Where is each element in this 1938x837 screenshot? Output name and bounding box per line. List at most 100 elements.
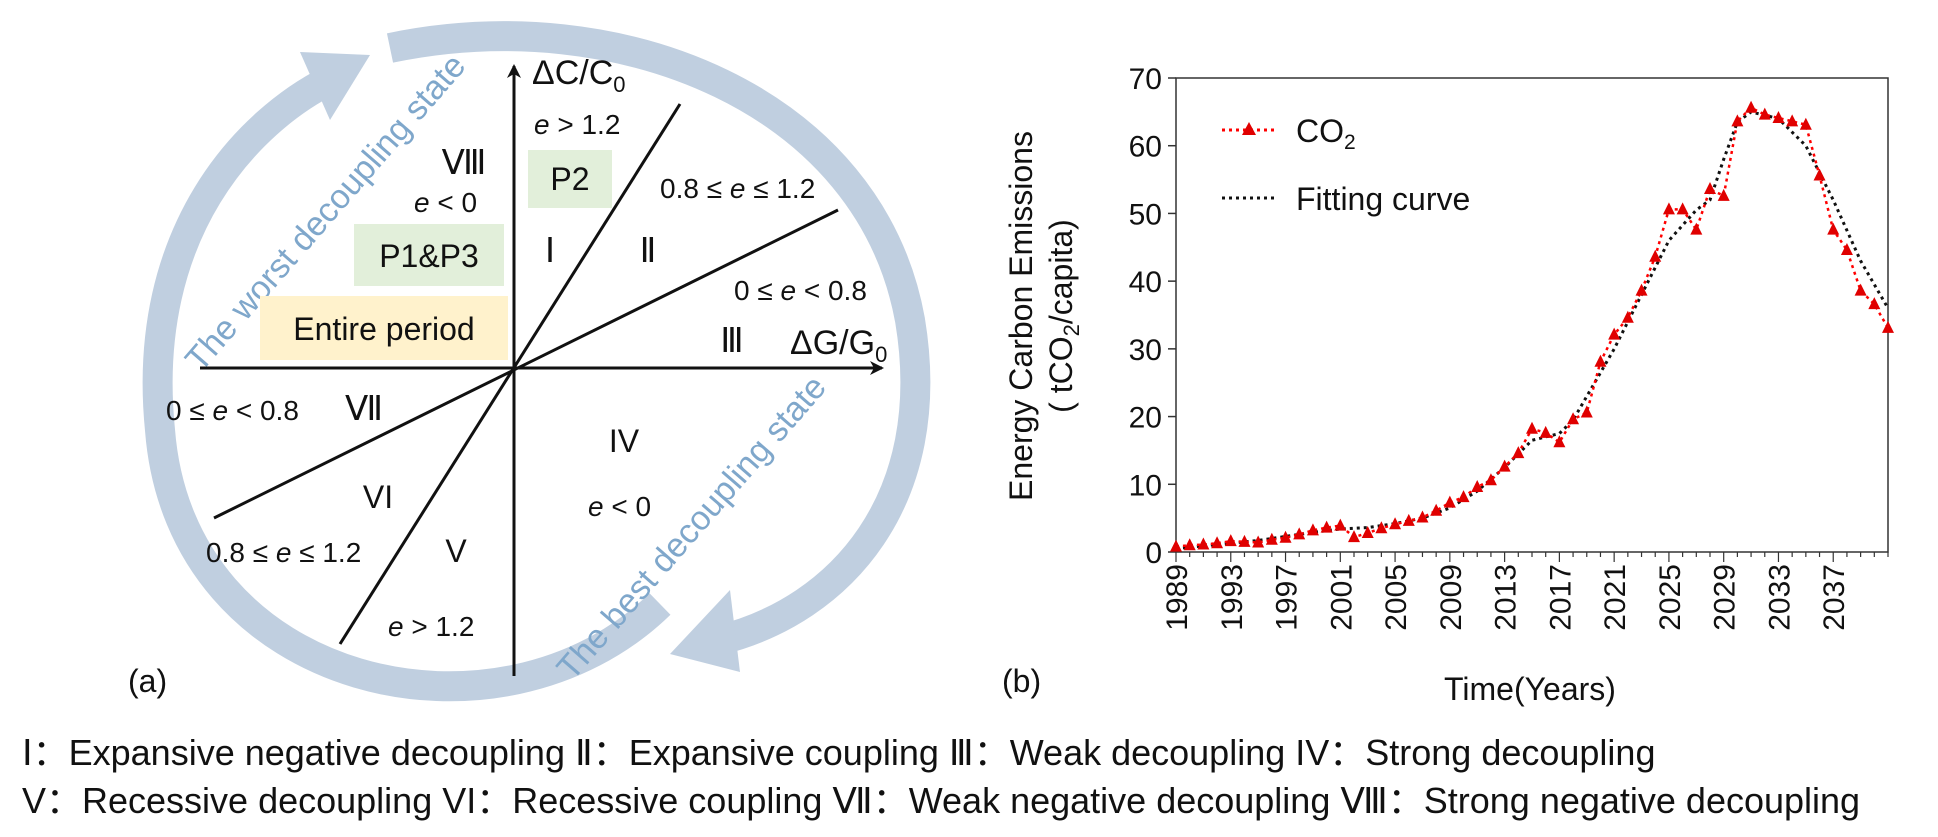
co2-point — [1649, 249, 1662, 262]
y-tick-label: 40 — [1129, 266, 1162, 299]
co2-point — [1717, 188, 1730, 201]
co2-point — [1608, 327, 1621, 340]
y-axis-label: ΔC/C0 — [532, 54, 626, 97]
x-tick-label: 2005 — [1380, 564, 1413, 631]
co2-point — [1211, 536, 1224, 549]
co2-point — [1389, 517, 1402, 530]
region-VIII: Ⅷ — [442, 144, 487, 182]
legend-co2-label: CO2 — [1296, 113, 1356, 154]
co2-point — [1252, 535, 1265, 548]
legend-co2-marker — [1242, 122, 1256, 135]
region-III: Ⅲ — [720, 322, 743, 360]
panel-b: (b) Energy Carbon Emissions ( tCO2/capit… — [1002, 63, 1894, 707]
legend-line-1: Ⅰ：Expansive negative decoupling Ⅱ：Expans… — [22, 732, 1656, 773]
co2-point — [1621, 310, 1634, 323]
co2-point — [1334, 518, 1347, 531]
co2-point — [1676, 202, 1689, 215]
condition-q1-low: 0 ≤ e < 0.8 — [734, 275, 867, 306]
co2-point — [1704, 182, 1716, 195]
co2-point — [1567, 412, 1580, 425]
worst-state-arrow-head — [300, 52, 370, 120]
co2-point — [1265, 532, 1278, 545]
x-ticks: 1989 1993 1997 2001 2005 2009 2013 2017 2021 2025… — [1161, 552, 1889, 631]
x-tick-label: 2009 — [1435, 564, 1468, 631]
co2-point — [1868, 297, 1881, 310]
x-axis-label: ΔG/G0 — [790, 324, 887, 367]
best-state-arrow-arc — [386, 21, 931, 655]
co2-point — [1854, 283, 1867, 296]
co2-point — [1594, 354, 1607, 367]
division-line-e0.8 — [213, 208, 839, 520]
condition-q4: e < 0 — [588, 491, 651, 522]
co2-point — [1430, 503, 1443, 516]
y-tick-label: 50 — [1129, 198, 1162, 231]
box-p1p3-label: P1&P3 — [379, 238, 479, 274]
y-tick-label: 70 — [1129, 63, 1162, 96]
co2-point — [1813, 168, 1826, 181]
region-V: V — [445, 533, 467, 569]
series-co2 — [1170, 100, 1894, 552]
co2-point — [1498, 459, 1511, 472]
y-tick-label: 10 — [1129, 469, 1162, 502]
y-tick-label: 30 — [1129, 334, 1162, 367]
co2-point — [1512, 446, 1525, 459]
condition-q3-low: e > 1.2 — [388, 611, 474, 642]
co2-point — [1635, 283, 1648, 296]
panel-a: The worst decoupling state The best deco… — [128, 21, 931, 702]
co2-point — [1539, 425, 1552, 438]
fitting-curve-line — [1175, 110, 1890, 551]
box-entire-period — [260, 296, 508, 360]
co2-point — [1293, 527, 1306, 540]
y-ticks: 0 10 20 30 40 50 60 70 — [1129, 63, 1176, 570]
box-p1p3 — [354, 224, 504, 286]
co2-point — [1443, 495, 1456, 508]
co2-point — [1690, 222, 1703, 235]
y-tick-label: 60 — [1129, 131, 1162, 164]
co2-point — [1553, 435, 1566, 448]
condition-q2: e < 0 — [414, 187, 477, 218]
region-I: Ⅰ — [545, 232, 555, 270]
co2-point — [1580, 405, 1593, 418]
x-tick-label: 2021 — [1599, 564, 1632, 631]
condition-q1-mid: 0.8 ≤ e ≤ 1.2 — [660, 173, 815, 204]
x-tick-label: 2017 — [1544, 564, 1577, 631]
condition-q3-high: 0 ≤ e < 0.8 — [166, 395, 299, 426]
region-VI: VI — [363, 479, 393, 515]
box-p2-label: P2 — [550, 161, 589, 197]
co2-point — [1170, 539, 1182, 552]
y-axis-title-unit: ( tCO2/capita) — [1043, 219, 1084, 413]
co2-point — [1772, 110, 1785, 123]
legend: CO2 Fitting curve — [1222, 113, 1470, 217]
x-tick-label: 1997 — [1271, 564, 1304, 631]
x-tick-label: 2029 — [1709, 564, 1742, 631]
x-tick-label: 2013 — [1490, 564, 1523, 631]
condition-q1-top: e > 1.2 — [534, 109, 620, 140]
co2-point — [1279, 530, 1292, 543]
worst-state-arrow-arc — [142, 66, 671, 702]
series-fitting-curve — [1175, 110, 1890, 551]
co2-point — [1306, 523, 1319, 536]
co2-point — [1731, 114, 1744, 127]
box-p2 — [528, 150, 612, 208]
panel-b-label: (b) — [1002, 663, 1041, 699]
co2-point — [1320, 520, 1333, 533]
legend-line-2: V：Recessive decoupling VI：Recessive coup… — [22, 780, 1861, 821]
y-axis-title: Energy Carbon Emissions — [1003, 131, 1039, 501]
x-tick-label: 2001 — [1325, 564, 1358, 631]
x-tick-label: 1989 — [1161, 564, 1194, 631]
co2-point — [1197, 537, 1210, 550]
co2-point — [1526, 421, 1538, 434]
co2-line — [1175, 106, 1890, 548]
panel-a-label: (a) — [128, 663, 167, 699]
region-VII: Ⅶ — [345, 390, 383, 428]
co2-point — [1375, 521, 1388, 534]
condition-q3-mid: 0.8 ≤ e ≤ 1.2 — [206, 537, 361, 568]
co2-point — [1402, 513, 1415, 526]
legend-fit-label: Fitting curve — [1296, 181, 1470, 217]
co2-point — [1224, 534, 1237, 547]
co2-point — [1457, 490, 1470, 503]
co2-point — [1758, 107, 1771, 120]
co2-point — [1745, 100, 1758, 113]
co2-point — [1799, 117, 1812, 130]
co2-point — [1348, 530, 1360, 543]
